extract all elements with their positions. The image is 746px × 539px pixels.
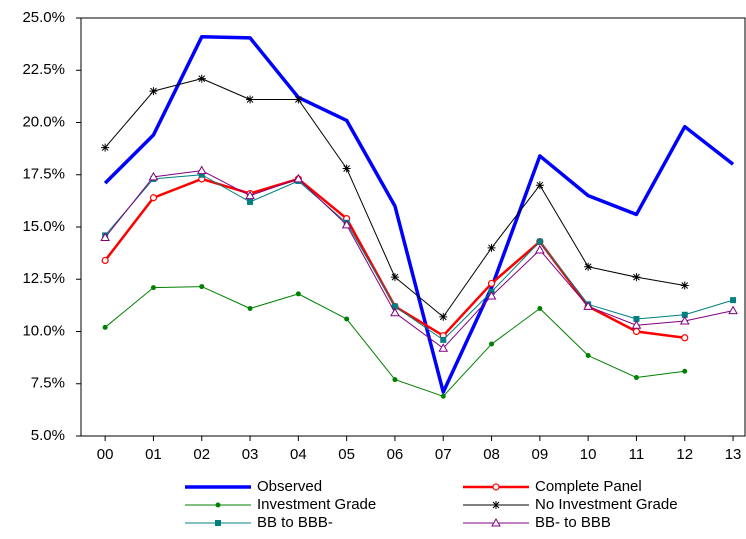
point-marker [730, 297, 737, 304]
legend-label: BB- to BBB [535, 514, 611, 531]
point-marker [198, 171, 205, 178]
point-marker [440, 393, 446, 399]
legend-label: BB to BBB- [257, 514, 333, 531]
point-marker [196, 165, 207, 175]
point-marker [438, 343, 449, 352]
point-marker [537, 306, 543, 312]
point-marker [534, 244, 545, 254]
point-marker [728, 305, 738, 315]
point-marker [246, 95, 255, 104]
point-marker [633, 315, 640, 322]
point-marker [101, 256, 109, 265]
point-marker [392, 377, 398, 383]
point-marker [390, 307, 400, 317]
legend-marker [215, 502, 221, 508]
x-tick-label: 04 [290, 446, 307, 463]
y-tick-label: 7.5% [31, 375, 65, 392]
point-marker [293, 173, 304, 183]
point-marker [536, 238, 543, 245]
x-tick-label: 05 [338, 446, 355, 463]
point-marker [486, 290, 497, 300]
legend-label: Complete Panel [535, 478, 642, 495]
point-marker [679, 316, 690, 325]
x-tick-label: 06 [387, 446, 404, 463]
x-tick-label: 11 [629, 446, 645, 463]
point-marker [585, 353, 591, 359]
y-tick-label: 12.5% [22, 270, 65, 287]
point-marker [535, 181, 544, 190]
legend-marker [492, 501, 500, 509]
point-marker [631, 320, 642, 329]
point-marker [149, 194, 158, 202]
y-tick-label: 17.5% [22, 166, 65, 183]
legend-marker [492, 483, 500, 491]
point-marker [681, 311, 688, 318]
point-marker [247, 306, 253, 312]
point-marker [680, 281, 689, 290]
point-marker [149, 87, 158, 96]
point-marker [632, 273, 641, 282]
x-tick-label: 00 [97, 446, 114, 463]
point-marker [344, 316, 350, 322]
y-tick-label: 20.0% [22, 113, 65, 130]
point-marker [584, 262, 593, 271]
x-tick-label: 10 [580, 446, 597, 463]
point-marker [150, 285, 156, 291]
point-marker [295, 291, 301, 297]
point-marker [391, 303, 398, 310]
point-marker [390, 273, 399, 282]
point-marker [583, 301, 594, 310]
point-marker [681, 334, 689, 342]
point-marker [245, 190, 255, 200]
y-tick-label: 15.0% [22, 218, 65, 235]
x-tick-label: 02 [193, 446, 210, 463]
point-marker [148, 171, 159, 181]
series-line [104, 170, 734, 349]
y-tick-label: 22.5% [22, 61, 65, 78]
x-tick-label: 13 [725, 446, 742, 463]
point-marker [489, 341, 495, 347]
point-marker [633, 374, 639, 380]
legend-label: No Investment Grade [535, 496, 678, 513]
point-marker [342, 164, 351, 173]
legend-marker [491, 517, 501, 527]
legend-label: Investment Grade [257, 496, 376, 513]
point-marker [102, 324, 108, 330]
x-tick-label: 08 [483, 446, 500, 463]
series-line [103, 35, 735, 394]
series-line [104, 174, 734, 341]
point-marker [199, 284, 205, 290]
point-marker [341, 219, 352, 229]
x-tick-label: 12 [676, 446, 693, 463]
point-marker [682, 368, 688, 374]
x-tick-label: 09 [532, 446, 549, 463]
point-marker [439, 312, 448, 321]
point-marker [101, 143, 110, 152]
x-tick-label: 01 [145, 446, 162, 463]
y-tick-label: 10.0% [22, 322, 65, 339]
point-marker [440, 336, 447, 343]
point-marker [247, 198, 254, 205]
point-marker [294, 95, 303, 104]
x-tick-label: 07 [435, 446, 452, 463]
y-tick-label: 25.0% [22, 9, 65, 26]
point-marker [487, 243, 496, 252]
y-tick-label: 5.0% [31, 427, 65, 444]
point-marker [197, 74, 206, 83]
x-tick-label: 03 [242, 446, 259, 463]
legend-label: Observed [257, 478, 322, 495]
point-marker [632, 327, 641, 336]
point-marker [100, 232, 111, 241]
legend-marker [215, 520, 221, 526]
point-marker [487, 279, 496, 288]
